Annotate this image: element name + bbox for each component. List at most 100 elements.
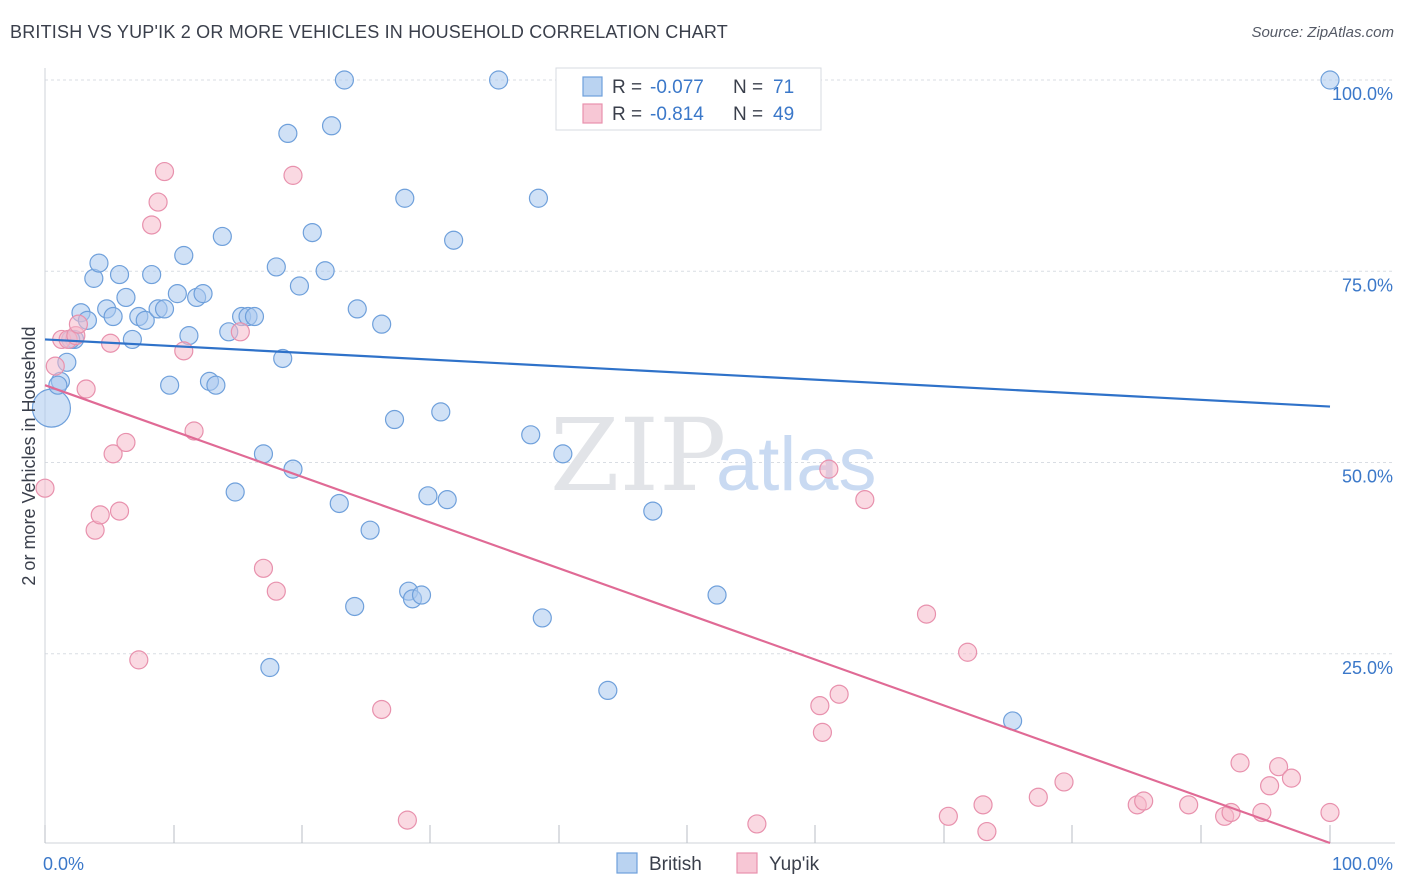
british-point [489,70,509,90]
british-point [334,70,355,90]
legend-r-label: R = [612,104,642,125]
british-point [289,276,310,296]
yupik-point [1054,772,1074,792]
y-tick-label: 75.0% [1342,275,1393,295]
british-point [174,245,194,266]
legend-r-value: -0.077 [650,77,704,98]
british-point [206,375,226,395]
yupik-points [35,161,1340,842]
british-point [89,253,109,273]
british-point [329,493,349,514]
legend-n-label: N = [733,104,763,125]
bottom-legend: British Yup'ik [616,852,820,875]
yupik-point [1028,787,1048,807]
british-point [345,596,365,617]
trend-lines [44,338,1331,845]
british-point [532,608,552,628]
british-point [273,348,293,369]
british-point [1320,70,1340,90]
yupik-point [1221,802,1241,823]
british-point [160,375,180,395]
x-tick-labels: 0.0% 100.0% [43,854,1393,874]
yupik-point [45,356,65,376]
british-point [431,402,451,422]
british-point [244,306,265,327]
british-point [154,299,175,319]
british-point [193,284,213,304]
british-point [266,257,286,277]
yupik-point [938,806,958,826]
y-tick-label: 25.0% [1342,658,1393,678]
yupik-point [819,459,839,479]
yupik-point [372,699,392,720]
x-tick-label: 0.0% [43,854,84,874]
british-point [212,226,232,247]
british-point [315,261,335,281]
yupik-point [116,432,136,453]
legend-r-value: -0.814 [650,104,704,125]
y-axis-label: 2 or more Vehicles in Household [19,326,39,585]
axes [44,68,1395,844]
yupik-point [829,684,849,704]
yupik-point [1320,802,1340,823]
yupik-trend-line [44,384,1331,845]
british-point [167,284,187,304]
yupik-point [958,642,978,662]
yupik-point [916,604,937,624]
chart-title: BRITISH VS YUP'IK 2 OR MORE VEHICLES IN … [10,22,728,42]
grid-lines [45,79,1395,655]
yupik-point [977,821,997,842]
british-point [643,501,663,521]
yupik-legend-label: Yup'ik [769,854,820,875]
yupik-point [109,501,130,521]
british-legend-label: British [649,854,702,875]
british-legend-swatch [616,852,638,874]
yupik-point [1179,795,1199,815]
british-point [384,409,405,430]
stats-legend: R = -0.077 N = 71 R = -0.814 N = 49 [555,67,822,131]
british-point [395,188,415,208]
yupik-point [747,814,767,834]
yupik-point [397,810,417,830]
yupik-point [812,722,833,742]
y-tick-labels: 25.0% 50.0% 75.0% 100.0% [1332,84,1393,678]
watermark-atlas: atlas [716,422,877,507]
yupik-point [283,165,303,185]
british-point [283,459,303,479]
yupik-point [230,322,250,342]
yupik-point [1230,753,1250,773]
british-point [116,287,136,308]
british-point [122,329,142,350]
yupik-point [129,650,149,670]
yupik-point [266,581,286,601]
y-tick-label: 100.0% [1332,84,1393,104]
yupik-point [174,341,194,361]
yupik-point [154,161,175,182]
british-points [31,70,1340,731]
yupik-point [1260,776,1280,796]
british-point [260,657,280,678]
british-point [225,482,245,502]
british-point [521,425,541,445]
legend-swatch [582,103,603,124]
british-point [707,585,727,605]
british-point [437,490,457,510]
british-point [528,188,549,208]
legend-n-label: N = [733,77,763,98]
y-tick-label: 50.0% [1342,467,1393,487]
legend-n-value: 49 [773,104,794,125]
yupik-point [184,421,204,441]
yupik-point [90,505,110,525]
british-point [598,680,618,701]
british-point [48,375,68,395]
legend-swatch [582,76,603,97]
yupik-point [1134,791,1154,811]
british-trend-line [44,338,1331,408]
yupik-point [1281,768,1302,788]
yupik-point [855,490,875,510]
yupik-point [142,215,162,235]
british-point [444,230,464,250]
british-point [109,264,130,285]
